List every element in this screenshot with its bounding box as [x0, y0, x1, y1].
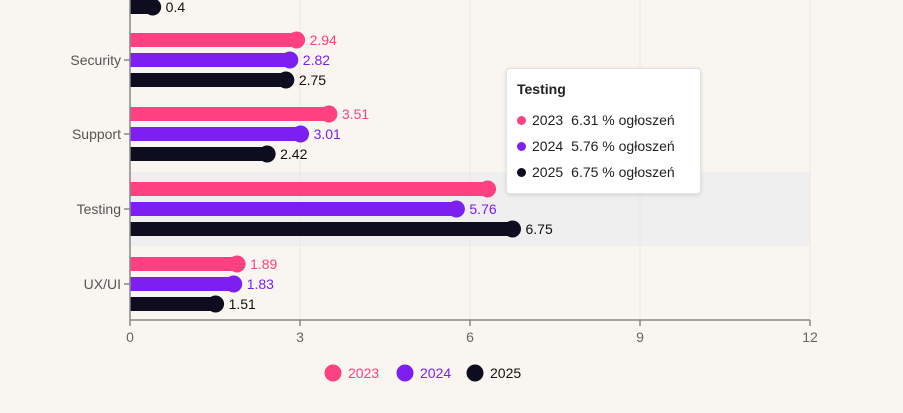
x-tick-label: 3	[296, 329, 304, 345]
data-label: 1.51	[229, 296, 256, 312]
y-tick-label: Testing	[77, 201, 121, 217]
axes-layer: 0 3 6 9 12 Security Support Testing UX/UI	[70, 0, 818, 345]
bar-end-dot	[320, 105, 338, 123]
tooltip-value: 6.75 % ogłoszeń	[571, 164, 675, 180]
data-label: 6.75	[526, 221, 553, 237]
data-label: 1.89	[250, 256, 277, 272]
legend-item-2024[interactable]: 2024	[396, 364, 452, 382]
legend-label: 2025	[490, 365, 521, 381]
data-label: 5.76	[469, 201, 496, 217]
tooltip-title: Testing	[517, 81, 566, 97]
bar	[130, 222, 513, 236]
bar	[130, 33, 297, 47]
legend[interactable]: 2023 2024 2025	[324, 364, 522, 382]
legend-item-2025[interactable]: 2025	[466, 364, 522, 382]
tooltip-year: 2024	[532, 138, 564, 154]
tooltip-row-2023: 2023 6.31 % ogłoszeń	[517, 107, 690, 133]
bar-end-dot	[479, 180, 497, 198]
tooltip-row-2025: 2025 6.75 % ogłoszeń	[517, 159, 690, 185]
tooltip: Testing 2023 6.31 % ogłoszeń 2024 5.76 %…	[506, 68, 701, 194]
tooltip-row-2024: 2024 5.76 % ogłoszeń	[517, 133, 690, 159]
bar-end-dot	[288, 31, 306, 49]
bar-end-dot	[225, 275, 243, 293]
x-tick-label: 9	[636, 329, 644, 345]
legend-marker	[466, 364, 484, 382]
bar-end-dot	[277, 71, 295, 89]
y-tick-label: Support	[72, 126, 121, 142]
bar	[130, 257, 238, 271]
tooltip-value: 6.31 % ogłoszeń	[571, 112, 675, 128]
data-label: 3.01	[314, 126, 341, 142]
tooltip-dot-2024	[517, 141, 526, 151]
bar-end-dot	[258, 145, 276, 163]
data-label: 0.4	[166, 0, 186, 15]
tooltip-year: 2025	[532, 164, 564, 180]
bars-layer	[130, 0, 521, 313]
bar	[130, 127, 301, 141]
tooltip-value: 5.76 % ogłoszeń	[571, 138, 675, 154]
labels-layer: 2.94 2.82 2.75 3.513.01 2.42 5.76 6.75 1.89 1.83…	[166, 0, 553, 312]
x-tick-label: 0	[126, 329, 134, 345]
data-label: 1.83	[247, 276, 274, 292]
tooltip-year: 2023	[532, 112, 564, 128]
bar-end-dot	[144, 0, 162, 16]
bar	[130, 297, 216, 311]
data-label: 2.75	[299, 72, 326, 88]
bar-end-dot	[281, 51, 299, 69]
bar-end-dot	[504, 220, 521, 238]
data-label: 2.94	[310, 32, 337, 48]
legend-marker	[396, 364, 414, 382]
tooltip-dot-2023	[517, 115, 526, 125]
bar	[130, 277, 234, 291]
x-tick-label: 12	[802, 329, 818, 345]
x-tick-label: 6	[466, 329, 474, 345]
y-tick-label: UX/UI	[84, 276, 121, 292]
data-label: 3.51	[342, 106, 369, 122]
tooltip-dot-2025	[517, 167, 526, 177]
bar	[130, 107, 329, 121]
bar-end-dot	[292, 125, 310, 143]
bar	[130, 182, 488, 196]
bar	[130, 147, 268, 161]
bar-end-dot	[228, 255, 246, 273]
legend-marker	[324, 364, 342, 382]
bar	[130, 73, 286, 87]
legend-item-2023[interactable]: 2023	[324, 364, 380, 382]
legend-label: 2024	[420, 365, 451, 381]
y-tick-label: Security	[70, 52, 121, 68]
bar-end-dot	[207, 295, 225, 313]
data-label: 2.42	[280, 146, 307, 162]
legend-label: 2023	[348, 365, 379, 381]
data-label: 2.82	[303, 52, 330, 68]
bar	[130, 202, 457, 216]
bar	[130, 53, 290, 67]
bar-end-dot	[447, 200, 465, 218]
